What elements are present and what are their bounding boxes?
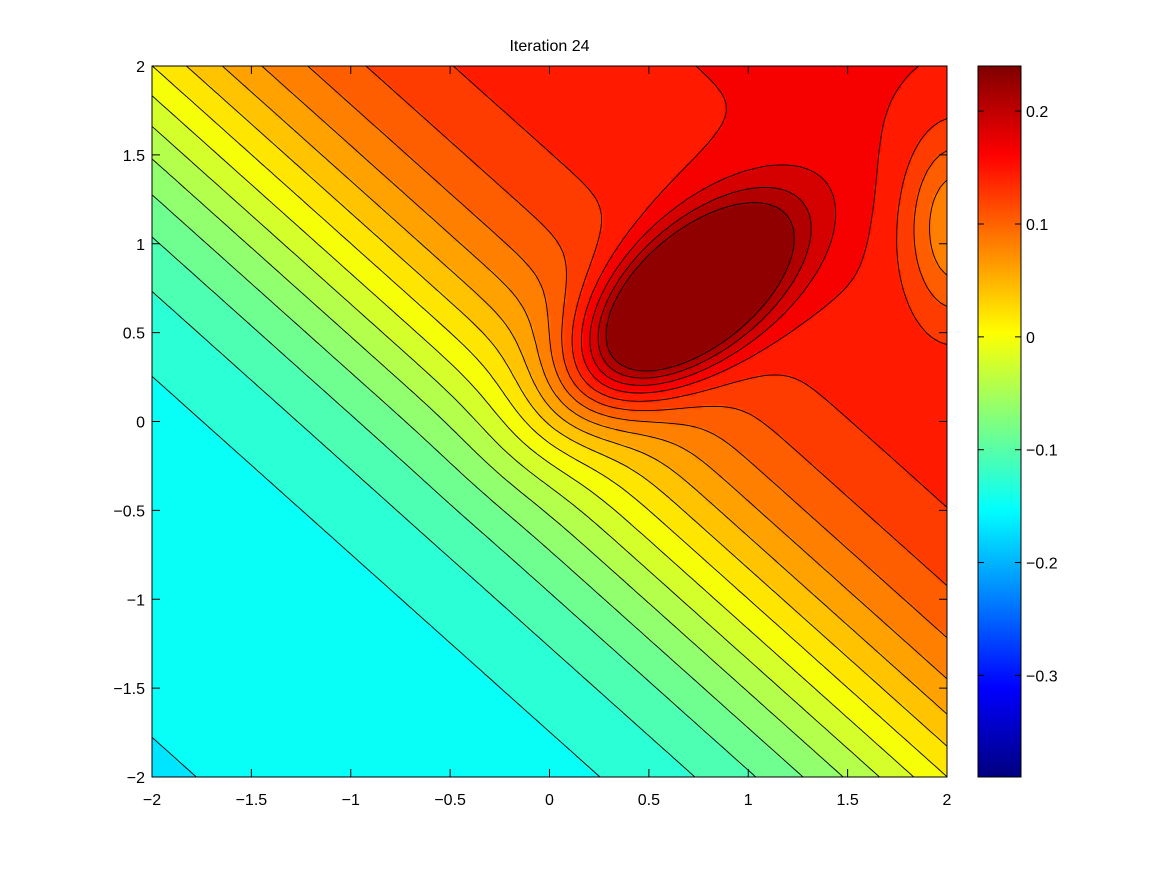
- contour-line-27: [589, 164, 837, 386]
- y-tick-label: −1: [127, 592, 145, 609]
- x-tick-label: −0.5: [434, 792, 466, 809]
- contour-line-19: [152, 66, 947, 777]
- contour-line-20: [186, 66, 947, 747]
- y-tick-label: 1.5: [123, 148, 145, 165]
- colorbar-ticks: −0.3 −0.2 −0.1 0 0.1 0.2: [978, 104, 1058, 685]
- colorbar-gradient: [978, 66, 1021, 777]
- colorbar-frame: [977, 65, 1022, 778]
- contour-line-28: [597, 187, 812, 379]
- colorbar-tick-label: 0.2: [1026, 104, 1048, 121]
- contour-line-23: [307, 66, 947, 639]
- y-tick-label: 0: [136, 415, 145, 432]
- y-tick-label: 2: [136, 59, 145, 76]
- x-tick-label: 1.5: [837, 792, 859, 809]
- contour-line-17: [152, 126, 880, 777]
- x-axis: −2 −1.5 −1 −0.5 0 0.5 1 1.5 2: [143, 66, 952, 809]
- colorbar-tick-label: −0.1: [1026, 443, 1058, 460]
- chart-title: Iteration 24: [509, 38, 589, 55]
- colorbar: −0.3 −0.2 −0.1 0 0.1 0.2: [977, 65, 1058, 778]
- contour-line-29: [605, 202, 795, 372]
- colorbar-tick-label: −0.2: [1026, 556, 1058, 573]
- colorbar-tick-label: 0.1: [1026, 217, 1048, 234]
- plot-area: −2 −1.5 −1 −0.5 0 0.5 1 1.5 2 −2 −1.5 −1 −0.5 0 0.5 1 1…: [113, 59, 951, 809]
- contour-line-26: [580, 66, 920, 394]
- contour-line-21: [222, 66, 947, 715]
- contour-line-18: [152, 95, 915, 777]
- contour-line-25: [453, 66, 947, 508]
- y-tick-label: −1.5: [113, 681, 145, 698]
- contour-line-14: [152, 236, 757, 777]
- y-tick-label: −2: [127, 770, 145, 787]
- contour-line-16: [152, 158, 844, 777]
- contour-line-22: [261, 66, 947, 680]
- x-tick-label: 0.5: [638, 792, 660, 809]
- x-tick-label: −1.5: [236, 792, 268, 809]
- y-axis: −2 −1.5 −1 −0.5 0 0.5 1 1.5 2: [113, 59, 947, 787]
- y-tick-label: −0.5: [113, 503, 145, 520]
- contour-lines: [152, 66, 947, 777]
- contour-line-24: [365, 66, 947, 586]
- x-tick-label: 1: [744, 792, 753, 809]
- x-tick-label: −1: [342, 792, 360, 809]
- colorbar-tick-label: −0.3: [1026, 668, 1058, 685]
- x-tick-label: 2: [943, 792, 952, 809]
- contour-line-12: [152, 375, 601, 777]
- y-tick-label: 0.5: [123, 326, 145, 343]
- y-tick-label: 1: [136, 237, 145, 254]
- colorbar-tick-label: 0: [1026, 330, 1035, 347]
- x-tick-label: −2: [143, 792, 161, 809]
- x-tick-label: 0: [545, 792, 554, 809]
